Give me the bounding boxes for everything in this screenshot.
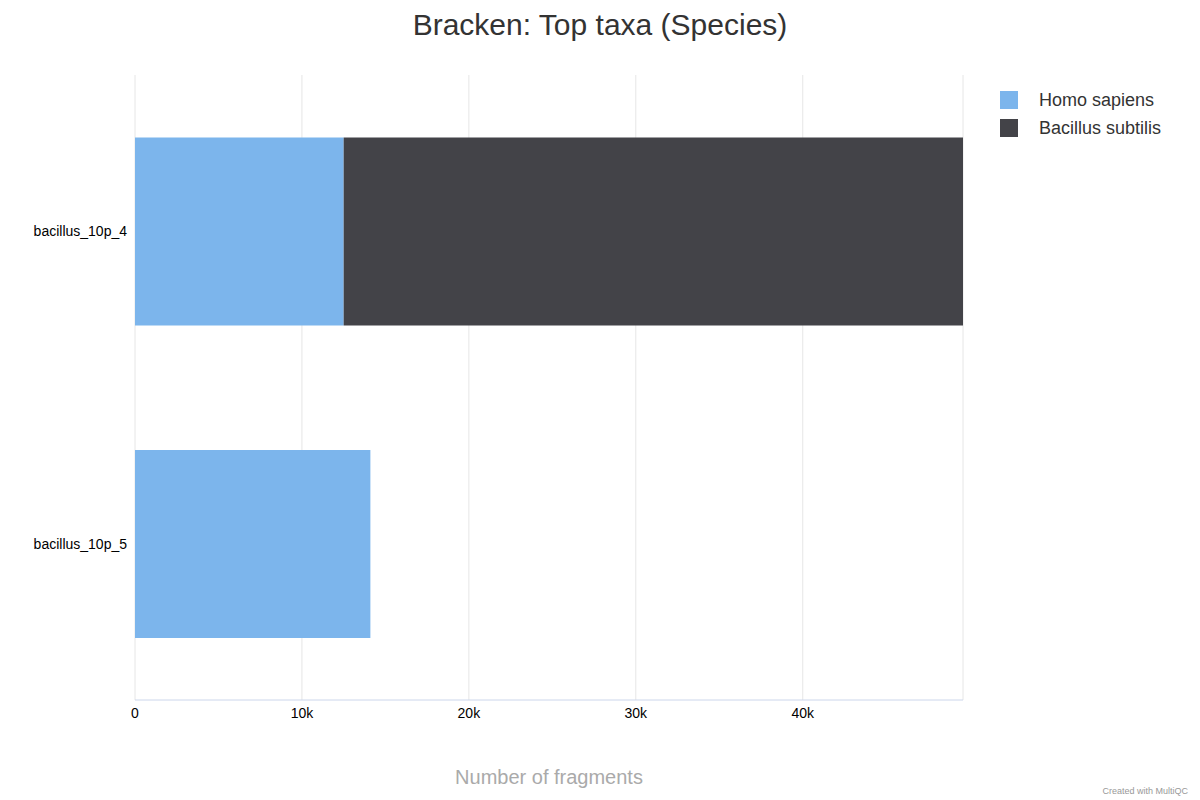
svg-text:bacillus_10p_4: bacillus_10p_4 [34,223,128,239]
svg-text:20k: 20k [458,705,482,721]
html-text:Bacillus subtilis: Bacillus subtilis [1039,117,1161,138]
svg-text:bacillus_10p_5: bacillus_10p_5 [34,536,128,552]
html-text:Created with MultiQC: Created with MultiQC [1102,786,1188,796]
html-text:Bracken: Top taxa (Species): Bracken: Top taxa (Species) [412,8,788,41]
svg-text:Number of fragments: Number of fragments [455,766,643,788]
svg-text:10k: 10k [291,705,315,721]
svg-text:40k: 40k [791,705,815,721]
html-text:Homo sapiens: Homo sapiens [1039,89,1155,110]
svg-text:0: 0 [131,705,139,721]
svg-text:30k: 30k [625,705,649,721]
